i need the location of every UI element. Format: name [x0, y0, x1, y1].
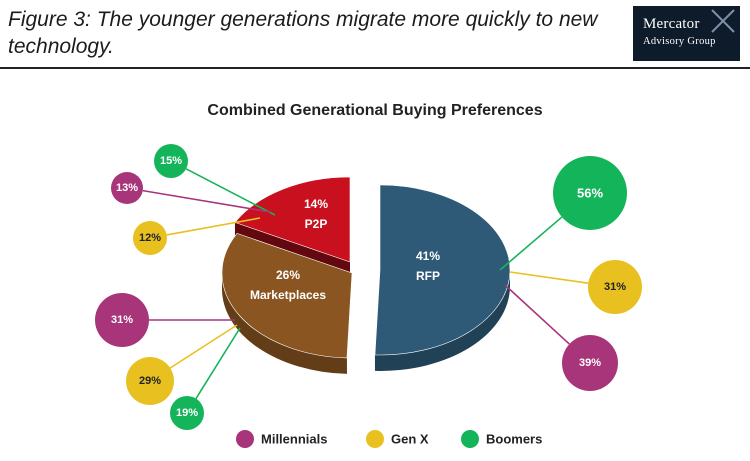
bubble-label-p2p-millennials: 13%	[116, 182, 138, 194]
bubble-p2p-boomers	[154, 144, 188, 178]
bubble-label-marketplaces-gen-x: 29%	[139, 375, 161, 387]
bubble-label-rfp-boomers: 56%	[577, 186, 603, 201]
bubble-rfp-boomers	[553, 156, 627, 230]
pie-slice-marketplaces	[221, 233, 353, 359]
legend-marker-boomers	[461, 430, 479, 448]
leader-line-marketplaces-boomers	[195, 327, 241, 399]
bubble-label-p2p-boomers: 15%	[160, 155, 182, 167]
bubble-rfp-gen-x	[588, 260, 642, 314]
leader-line-rfp-gen-x	[509, 271, 589, 284]
logo-line-1: Mercator	[643, 16, 700, 32]
leader-line-marketplaces-gen-x	[169, 324, 238, 369]
bubble-label-p2p-gen-x: 12%	[139, 232, 161, 244]
slice-label-p2p: P2P	[305, 217, 328, 231]
bubble-p2p-gen-x	[133, 221, 167, 255]
slice-value-rfp: 41%	[416, 249, 440, 263]
legend-label-genx: Gen X	[391, 432, 429, 447]
leader-line-rfp-boomers	[499, 216, 563, 271]
legend-label-boomers: Boomers	[486, 432, 542, 447]
bubble-marketplaces-gen-x	[126, 357, 174, 405]
bubble-label-rfp-millennials: 39%	[579, 357, 601, 369]
bubble-label-marketplaces-boomers: 19%	[176, 407, 198, 419]
slice-label-marketplaces: Marketplaces	[250, 288, 326, 302]
company-logo: Mercator Advisory Group	[633, 6, 740, 61]
bubble-label-marketplaces-millennials: 31%	[111, 314, 133, 326]
bubble-rfp-millennials	[562, 335, 618, 391]
bubble-label-rfp-gen-x: 31%	[604, 281, 626, 293]
legend-label-millennials: Millennials	[261, 432, 327, 447]
leader-line-p2p-gen-x	[166, 217, 261, 236]
leader-line-p2p-boomers	[185, 168, 276, 216]
legend-marker-millennials	[236, 430, 254, 448]
pie-slice-rfp	[374, 184, 511, 356]
header-rule	[0, 67, 750, 69]
bubble-marketplaces-boomers	[170, 396, 204, 430]
pie-slice-side-rfp	[374, 270, 510, 371]
pie-slice-p2p	[234, 176, 351, 263]
figure-title: Figure 3: The younger generations migrat…	[8, 8, 598, 58]
legend-marker-genx	[366, 430, 384, 448]
leader-line-rfp-millennials	[504, 284, 570, 345]
slice-value-marketplaces: 26%	[276, 268, 300, 282]
logo-line-2: Advisory Group	[643, 36, 716, 47]
bubble-p2p-millennials	[111, 172, 143, 204]
bubble-marketplaces-millennials	[95, 293, 149, 347]
leader-line-p2p-millennials	[142, 189, 271, 213]
chart-title: Combined Generational Buying Preferences	[207, 102, 543, 119]
slice-value-p2p: 14%	[304, 197, 328, 211]
logo-x-icon	[711, 9, 735, 33]
slice-label-rfp: RFP	[416, 269, 440, 283]
